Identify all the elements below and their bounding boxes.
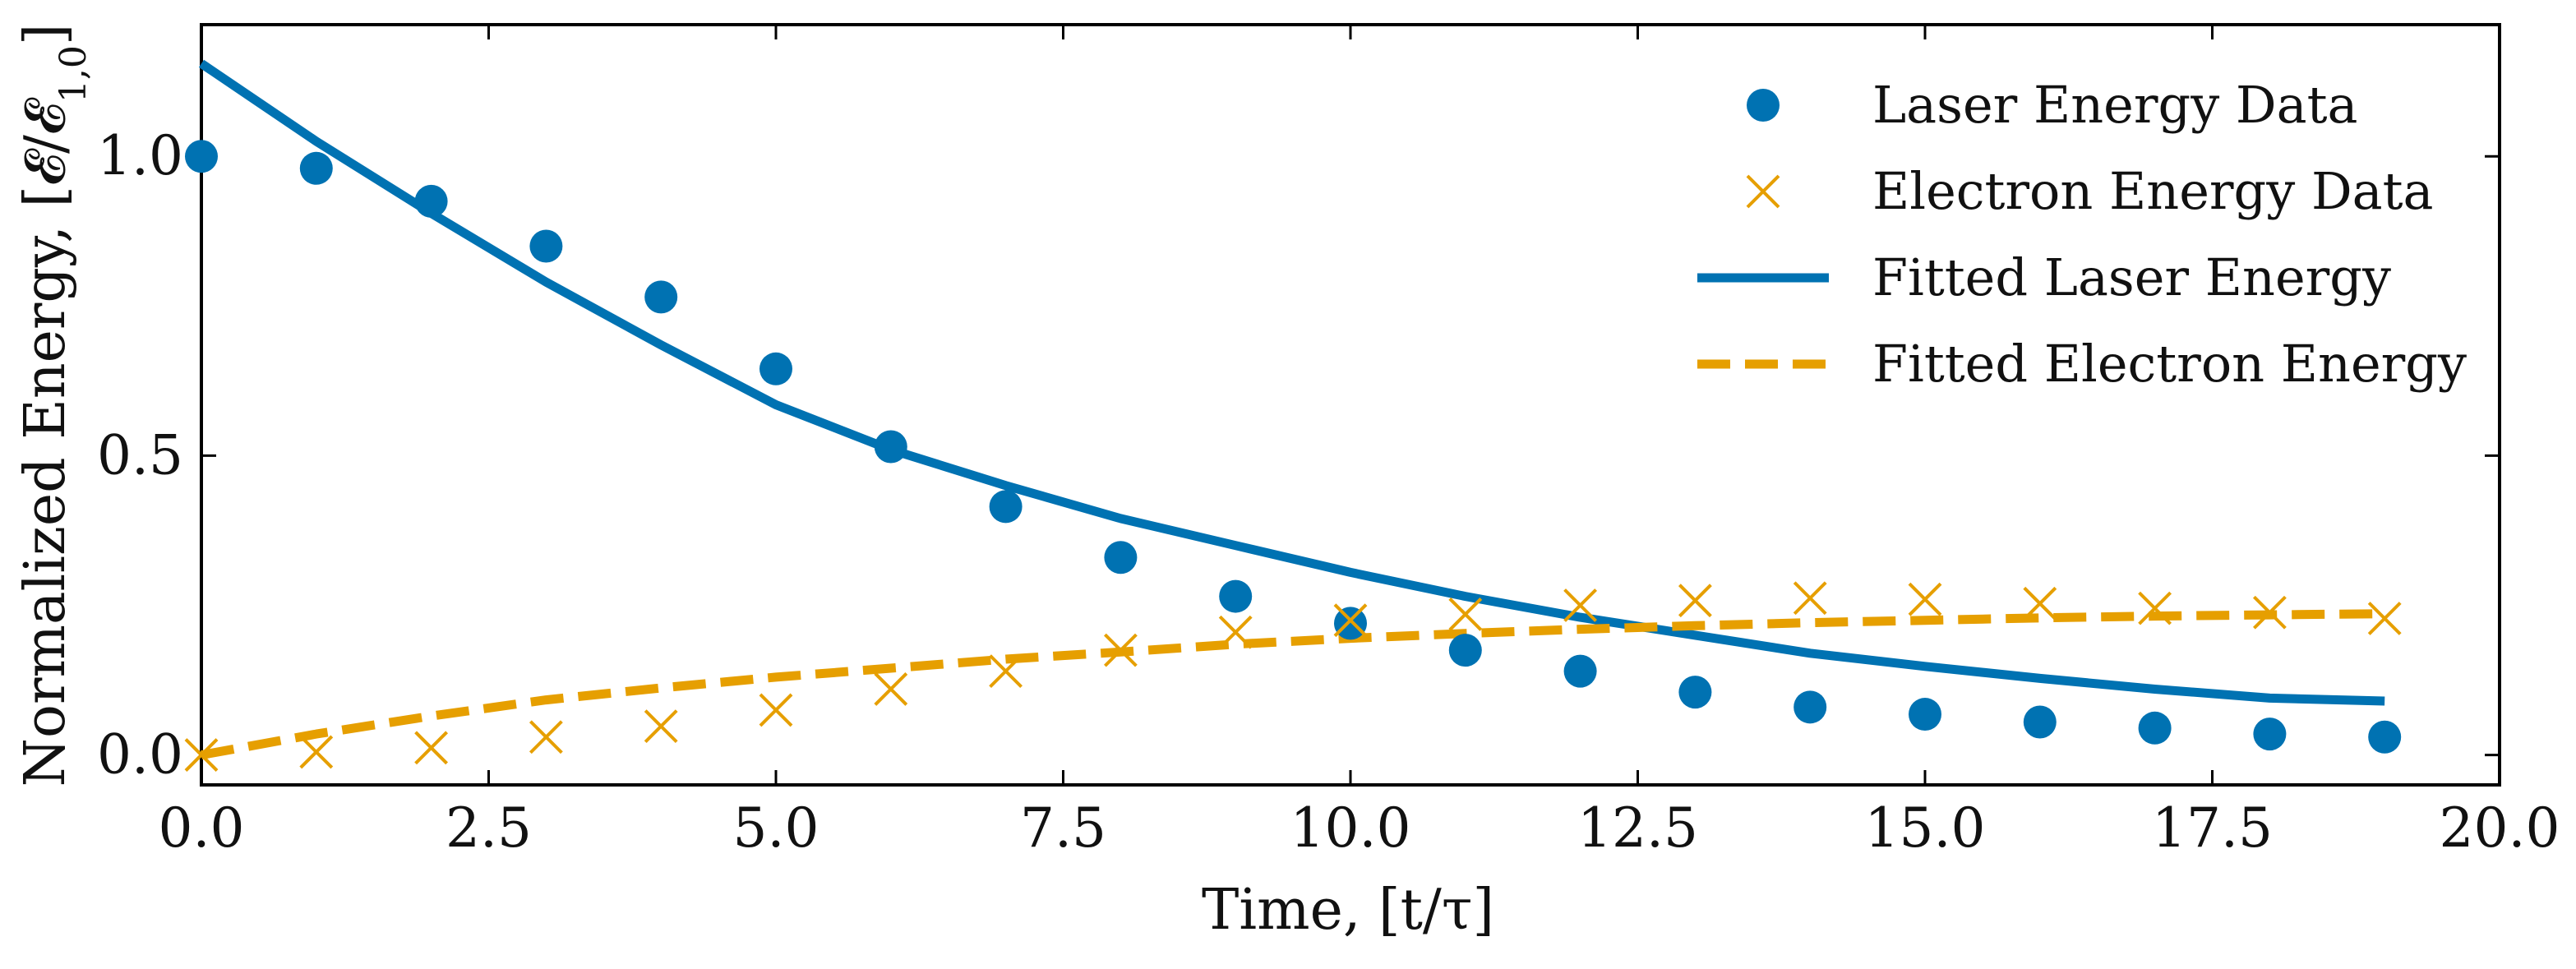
data-point-laser-energy-data (2138, 711, 2172, 745)
data-point-laser-energy-data (874, 430, 907, 464)
x-marker-stroke (184, 738, 219, 772)
legend-item-fitted-electron-energy: Fitted Electron Energy (1697, 334, 2467, 394)
data-point-laser-energy-data (1219, 579, 1253, 613)
x-marker-stroke (1678, 584, 1712, 618)
x-marker-stroke (759, 693, 793, 727)
data-point-electron-energy-data (759, 693, 793, 727)
x-marker-stroke (2138, 591, 2172, 625)
data-point-electron-energy-data (1908, 582, 1942, 616)
x-marker-stroke (874, 672, 908, 706)
x-axis-label: Time, [t/τ] (1202, 878, 1494, 943)
legend-item-fitted-laser-energy: Fitted Laser Energy (1697, 247, 2391, 307)
legend-label: Fitted Laser Energy (1872, 247, 2391, 307)
x-marker-stroke (1448, 598, 1483, 631)
x-tick-label: 5.0 (733, 796, 819, 860)
data-point-electron-energy-data (2252, 595, 2287, 630)
data-point-electron-energy-data (1333, 603, 1368, 638)
x-tick-label: 2.5 (445, 796, 532, 860)
data-point-laser-energy-data (1104, 541, 1138, 574)
x-tick-label: 7.5 (1020, 796, 1106, 860)
data-point-laser-energy-data (2253, 718, 2287, 751)
data-point-electron-energy-data (184, 738, 219, 772)
legend-label: Laser Energy Data (1872, 75, 2357, 135)
data-point-laser-energy-data (1678, 676, 1712, 709)
data-point-electron-energy-data (1793, 581, 1827, 616)
data-point-electron-energy-data (2023, 586, 2057, 621)
x-marker-stroke (2367, 602, 2402, 635)
legend: Laser Energy Data Electron Energy Data Fit… (1697, 75, 2467, 394)
x-marker-stroke (529, 720, 563, 754)
data-point-electron-energy-data (414, 731, 449, 765)
data-point-electron-energy-data (1448, 598, 1483, 631)
x-axis-ticks: 0.0 2.5 5.0 7.5 10.0 12.5 15.0 17.5 20.0 (159, 25, 2560, 860)
data-point-electron-energy-data (874, 672, 908, 706)
data-point-electron-energy-data (1678, 584, 1712, 618)
data-point-laser-energy-data (2368, 720, 2402, 754)
y-axis-ticks: 0.0 0.5 1.0 (97, 124, 2500, 787)
data-point-laser-energy-data (299, 151, 333, 185)
x-marker-stroke (1218, 615, 1253, 649)
data-point-laser-energy-data (414, 184, 448, 218)
data-point-laser-energy-data (759, 352, 792, 385)
legend-label: Fitted Electron Energy (1872, 334, 2467, 394)
data-point-electron-energy-data (1103, 633, 1138, 667)
series-line-fitted-laser-energy (198, 59, 2385, 706)
data-point-laser-energy-data (1448, 634, 1482, 667)
data-point-laser-energy-data (529, 229, 563, 263)
x-marker-stroke (1333, 603, 1368, 638)
data-point-electron-energy-data (989, 654, 1023, 689)
data-point-electron-energy-data (299, 735, 334, 769)
data-point-laser-energy-data (1909, 698, 1941, 731)
data-point-laser-energy-data (1563, 654, 1597, 688)
x-marker-stroke (1563, 588, 1598, 622)
y-axis-label-prefix: Normalized Energy, (13, 207, 78, 787)
x-tick-label: 10.0 (1290, 796, 1411, 860)
legend-swatch-x (1746, 174, 1780, 209)
legend-label: Electron Energy Data (1872, 161, 2434, 221)
y-axis-label-math: [𝓔/𝓔 (13, 97, 78, 207)
data-point-laser-energy-data (989, 490, 1023, 524)
x-tick-label: 12.5 (1577, 796, 1698, 860)
x-tick-label: 15.0 (1865, 796, 1986, 860)
data-point-electron-energy-data (1563, 588, 1598, 622)
data-point-electron-energy-data (2138, 591, 2172, 625)
data-point-laser-energy-data (644, 280, 678, 314)
data-point-laser-energy-data (1794, 690, 1827, 724)
x-marker-stroke (1908, 582, 1942, 616)
y-tick-label: 0.0 (97, 723, 183, 787)
x-marker-stroke (414, 731, 449, 765)
legend-item-laser-energy-data: Laser Energy Data (1747, 75, 2357, 135)
x-marker-stroke (989, 654, 1023, 689)
x-marker-stroke (1103, 633, 1138, 667)
data-point-laser-energy-data (1334, 607, 1367, 640)
x-marker-stroke (644, 709, 678, 744)
series-layer (184, 59, 2402, 772)
series-line-fitted-electron-energy (201, 609, 2385, 760)
y-axis-label-close: ] (13, 24, 78, 46)
y-axis-label: Normalized Energy, [𝓔/𝓔1,0] (13, 24, 95, 787)
data-point-electron-energy-data (1218, 615, 1253, 649)
x-marker-stroke (2023, 586, 2057, 621)
x-tick-label: 17.5 (2152, 796, 2273, 860)
data-point-electron-energy-data (2367, 602, 2402, 635)
y-tick-label: 0.5 (97, 423, 183, 487)
data-point-laser-energy-data (2023, 705, 2057, 739)
x-marker-stroke (299, 735, 334, 769)
y-axis-label-sub: 1,0 (53, 45, 95, 103)
data-point-electron-energy-data (644, 709, 678, 744)
legend-item-electron-energy-data: Electron Energy Data (1746, 161, 2434, 221)
x-tick-label: 0.0 (159, 796, 245, 860)
data-point-laser-energy-data (185, 140, 218, 173)
legend-swatch-circle (1747, 89, 1780, 122)
x-marker-stroke (2252, 595, 2287, 630)
y-tick-label: 1.0 (97, 124, 183, 187)
x-marker-stroke (1793, 581, 1827, 616)
plot-frame (200, 23, 2501, 787)
x-tick-label: 20.0 (2440, 796, 2560, 860)
data-point-electron-energy-data (529, 720, 563, 754)
